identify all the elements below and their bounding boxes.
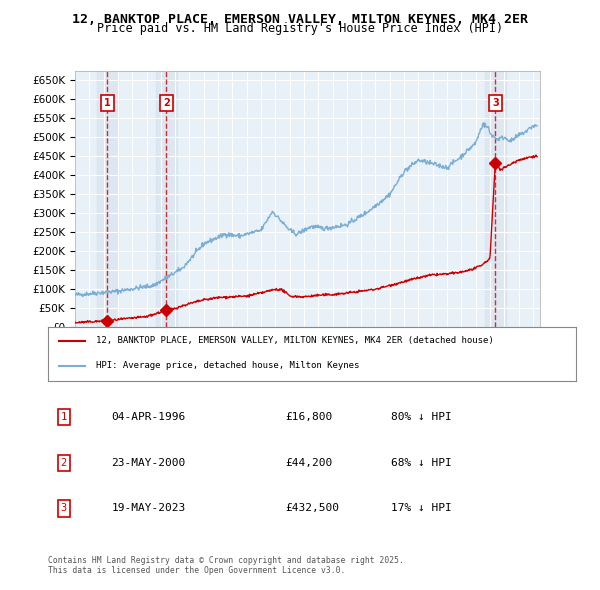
Text: 3: 3 (492, 98, 499, 108)
12, BANKTOP PLACE, EMERSON VALLEY, MILTON KEYNES, MK4 2ER (detached house) (533, 153, 541, 160)
Text: £16,800: £16,800 (286, 412, 333, 422)
12, BANKTOP PLACE, EMERSON VALLEY, MILTON KEYNES, MK4 2ER (detached house) (532, 152, 539, 159)
HPI: Average price, detached house, Milton Keynes: (2e+03, 9.27e+04): Average price, detached house, Milton Ke… (100, 289, 107, 296)
Line: HPI: Average price, detached house, Milton Keynes: HPI: Average price, detached house, Milt… (75, 123, 537, 296)
HPI: Average price, detached house, Milton Keynes: (2.02e+03, 5.38e+05): Average price, detached house, Milton Ke… (481, 119, 488, 126)
Text: 23-MAY-2000: 23-MAY-2000 (112, 458, 185, 468)
Text: 19-MAY-2023: 19-MAY-2023 (112, 503, 185, 513)
HPI: Average price, detached house, Milton Keynes: (2.01e+03, 2.68e+05): Average price, detached house, Milton Ke… (340, 222, 347, 229)
Bar (155, 71, 177, 327)
Text: 3: 3 (61, 503, 67, 513)
HPI: Average price, detached house, Milton Keynes: (2.01e+03, 2.83e+05): Average price, detached house, Milton Ke… (353, 216, 360, 223)
Bar (485, 71, 506, 327)
12, BANKTOP PLACE, EMERSON VALLEY, MILTON KEYNES, MK4 2ER (detached house) (353, 289, 360, 296)
Text: 2: 2 (163, 98, 170, 108)
Text: 12, BANKTOP PLACE, EMERSON VALLEY, MILTON KEYNES, MK4 2ER (detached house): 12, BANKTOP PLACE, EMERSON VALLEY, MILTO… (95, 336, 493, 345)
Text: 12, BANKTOP PLACE, EMERSON VALLEY, MILTON KEYNES, MK4 2ER: 12, BANKTOP PLACE, EMERSON VALLEY, MILTO… (72, 13, 528, 26)
Text: Contains HM Land Registry data © Crown copyright and database right 2025.
This d: Contains HM Land Registry data © Crown c… (48, 556, 404, 575)
HPI: Average price, detached house, Milton Keynes: (2.03e+03, 5.3e+05): Average price, detached house, Milton Ke… (533, 122, 541, 129)
12, BANKTOP PLACE, EMERSON VALLEY, MILTON KEYNES, MK4 2ER (detached house) (470, 265, 477, 272)
Text: 1: 1 (104, 98, 111, 108)
HPI: Average price, detached house, Milton Keynes: (2.01e+03, 3.09e+05): Average price, detached house, Milton Ke… (367, 206, 374, 213)
Text: Price paid vs. HM Land Registry's House Price Index (HPI): Price paid vs. HM Land Registry's House … (97, 22, 503, 35)
HPI: Average price, detached house, Milton Keynes: (1.99e+03, 8.65e+04): Average price, detached house, Milton Ke… (71, 291, 79, 298)
Text: 17% ↓ HPI: 17% ↓ HPI (391, 503, 452, 513)
Text: 1: 1 (61, 412, 67, 422)
HPI: Average price, detached house, Milton Keynes: (1.99e+03, 8.1e+04): Average price, detached house, Milton Ke… (79, 293, 86, 300)
12, BANKTOP PLACE, EMERSON VALLEY, MILTON KEYNES, MK4 2ER (detached house) (340, 291, 347, 298)
12, BANKTOP PLACE, EMERSON VALLEY, MILTON KEYNES, MK4 2ER (detached house) (100, 318, 107, 325)
Text: £44,200: £44,200 (286, 458, 333, 468)
HPI: Average price, detached house, Milton Keynes: (2.02e+03, 4.31e+05): Average price, detached house, Milton Ke… (422, 160, 430, 167)
12, BANKTOP PLACE, EMERSON VALLEY, MILTON KEYNES, MK4 2ER (detached house) (71, 319, 79, 326)
Text: 68% ↓ HPI: 68% ↓ HPI (391, 458, 452, 468)
Text: 80% ↓ HPI: 80% ↓ HPI (391, 412, 452, 422)
Text: 2: 2 (61, 458, 67, 468)
12, BANKTOP PLACE, EMERSON VALLEY, MILTON KEYNES, MK4 2ER (detached house) (80, 319, 87, 326)
Bar (97, 71, 118, 327)
Text: £432,500: £432,500 (286, 503, 340, 513)
Text: 04-APR-1996: 04-APR-1996 (112, 412, 185, 422)
12, BANKTOP PLACE, EMERSON VALLEY, MILTON KEYNES, MK4 2ER (detached house) (367, 286, 374, 293)
Text: HPI: Average price, detached house, Milton Keynes: HPI: Average price, detached house, Milt… (95, 361, 359, 370)
12, BANKTOP PLACE, EMERSON VALLEY, MILTON KEYNES, MK4 2ER (detached house) (422, 272, 430, 279)
HPI: Average price, detached house, Milton Keynes: (2.02e+03, 4.81e+05): Average price, detached house, Milton Ke… (470, 141, 477, 148)
Line: 12, BANKTOP PLACE, EMERSON VALLEY, MILTON KEYNES, MK4 2ER (detached house): 12, BANKTOP PLACE, EMERSON VALLEY, MILTO… (75, 155, 537, 323)
